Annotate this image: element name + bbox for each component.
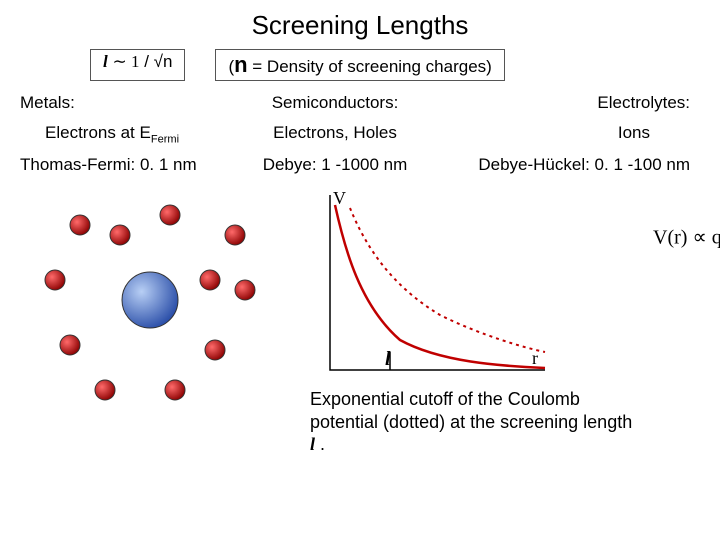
screened-curve (335, 205, 545, 368)
graph-caption: Exponential cutoff of the Coulomb potent… (310, 388, 640, 456)
electron (200, 270, 220, 290)
atom-svg (20, 190, 280, 410)
formula-lhs-box: l ∼ 1 / √n (90, 49, 185, 81)
electron (110, 225, 130, 245)
electron (70, 215, 90, 235)
l-label: l (385, 348, 445, 375)
hdr-electrolytes: Electrolytes: (450, 93, 700, 113)
len-metals: Thomas-Fermi: 0. 1 nm (20, 155, 220, 175)
formula-lhs: l ∼ 1 / √n (103, 52, 172, 71)
hdr-metals: Metals: (20, 93, 220, 113)
x-axis-label: r (532, 348, 550, 375)
formula-rhs-var: n (234, 52, 247, 77)
len-electro: Debye-Hückel: 0. 1 -100 nm (450, 155, 700, 175)
formula-rhs-text: = Density of screening charges) (248, 57, 492, 76)
carrier-electro: Ions (450, 123, 700, 145)
y-axis-label: V (333, 190, 393, 216)
electron (205, 340, 225, 360)
comparison-table: Metals: Semiconductors: Electrolytes: El… (20, 93, 700, 175)
page-title: Screening Lengths (20, 10, 700, 41)
electron (60, 335, 80, 355)
hdr-semiconductors: Semiconductors: (220, 93, 450, 113)
nucleus (122, 272, 178, 328)
electron (165, 380, 185, 400)
formula-row: l ∼ 1 / √n (n = Density of screening cha… (90, 49, 700, 81)
electron (45, 270, 65, 290)
electron (235, 280, 255, 300)
electron (225, 225, 245, 245)
atom-diagram (20, 190, 280, 456)
electron (95, 380, 115, 400)
axes (330, 195, 545, 370)
coulomb-curve (350, 208, 545, 352)
electron (160, 205, 180, 225)
graph-svg: Vr l (300, 190, 550, 375)
lower-section: Vrl V(r) ∝ q e-r/lr Exponential cutoff o… (20, 190, 700, 456)
carrier-metals: Electrons at EFermi (20, 123, 220, 145)
len-semi: Debye: 1 -1000 nm (220, 155, 450, 175)
carrier-semi: Electrons, Holes (220, 123, 450, 145)
formula-rhs-box: (n = Density of screening charges) (215, 49, 504, 81)
vr-equation: V(r) ∝ q e-r/lr (653, 215, 720, 262)
graph-block: Vrl V(r) ∝ q e-r/lr Exponential cutoff o… (300, 190, 640, 456)
